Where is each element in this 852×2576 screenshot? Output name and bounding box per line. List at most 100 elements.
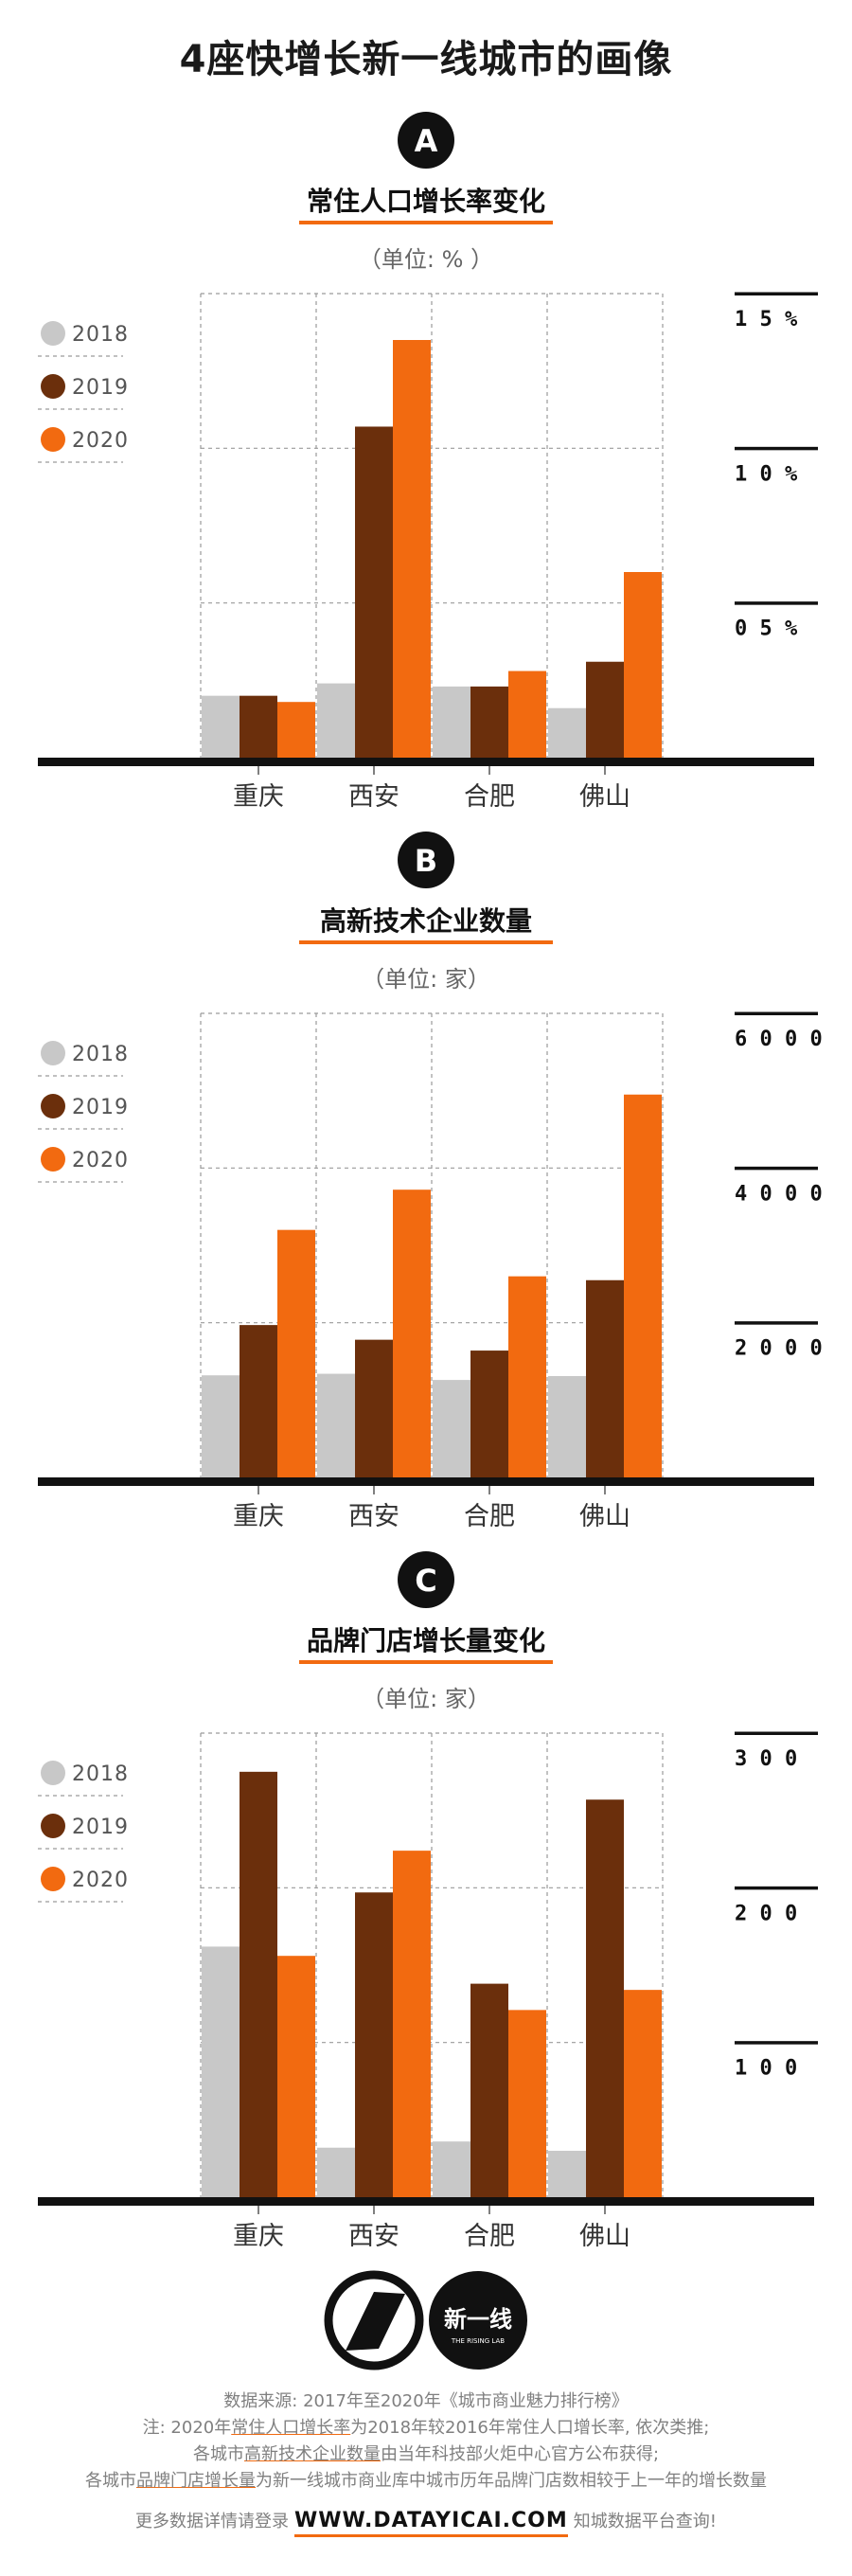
tick-bar bbox=[735, 1321, 818, 1325]
bar-2020 bbox=[508, 671, 546, 758]
bar-2020 bbox=[624, 1094, 662, 1477]
bar-2019 bbox=[586, 1279, 624, 1477]
logos-svg: 新一线 THE RISING LAB bbox=[324, 2270, 527, 2370]
bar-2018 bbox=[433, 2141, 470, 2197]
tick-bar bbox=[735, 1731, 818, 1735]
section-badge-letter: C bbox=[415, 1563, 436, 1599]
title-underline bbox=[299, 221, 553, 224]
tick-bar bbox=[735, 292, 818, 295]
bar-2020 bbox=[393, 1851, 431, 2197]
legend-swatch bbox=[41, 1867, 65, 1891]
tick-bar bbox=[735, 601, 818, 605]
category-label: 佛山 bbox=[579, 2222, 630, 2251]
tick-bar bbox=[735, 1166, 818, 1171]
bar-2019 bbox=[355, 1892, 393, 2197]
note-term: 高新技术企业数量 bbox=[243, 2444, 381, 2464]
bar-2019 bbox=[586, 661, 624, 758]
bar-2018 bbox=[202, 1946, 240, 2197]
bar-2020 bbox=[624, 1990, 662, 2197]
title-underline bbox=[299, 940, 553, 944]
category-label: 西安 bbox=[348, 2222, 399, 2251]
section-badge-letter: A bbox=[415, 123, 438, 159]
chart-title: 高新技术企业数量 bbox=[320, 905, 532, 937]
legend-swatch bbox=[41, 374, 65, 399]
category-label: 合肥 bbox=[464, 1502, 515, 1531]
tick-label: 4 0 0 0 bbox=[735, 1182, 823, 1206]
page-title: 4座快增长新一线城市的画像 bbox=[179, 38, 673, 81]
bar-2018 bbox=[317, 683, 355, 758]
bar-2018 bbox=[433, 686, 470, 758]
bar-2019 bbox=[240, 1771, 277, 2197]
tick-label: 2 0 0 0 bbox=[735, 1337, 823, 1361]
category-label: 重庆 bbox=[233, 2222, 284, 2251]
bar-2018 bbox=[433, 1380, 470, 1477]
note-text: 为2018年较2016年常住人口增长率, 依次类推; bbox=[350, 2418, 710, 2438]
bar-2019 bbox=[355, 426, 393, 758]
category-label: 西安 bbox=[348, 782, 399, 812]
tick-label: 0 5 % bbox=[735, 617, 798, 641]
legend-label: 2019 bbox=[72, 1096, 129, 1119]
website-link[interactable]: WWW.DATAYICAI.COM bbox=[294, 2509, 568, 2537]
legend-label: 2020 bbox=[72, 1869, 129, 1892]
legend-label: 2018 bbox=[72, 1043, 129, 1066]
legend-label: 2018 bbox=[72, 1762, 129, 1786]
tick-bar bbox=[735, 2041, 818, 2045]
footer-source: 数据来源: 2017年至2020年《城市商业魅力排行榜》 bbox=[223, 2391, 629, 2411]
bar-2018 bbox=[548, 1376, 586, 1477]
legend-swatch bbox=[41, 427, 65, 452]
note-text: 各城市 bbox=[192, 2444, 244, 2464]
cta-text: 更多数据详情请登录 bbox=[135, 2512, 290, 2531]
bar-2018 bbox=[317, 1373, 355, 1477]
note-text: 由当年科技部火炬中心官方公布获得; bbox=[380, 2444, 660, 2464]
legend-label: 2020 bbox=[72, 429, 129, 453]
legend-label: 2018 bbox=[72, 323, 129, 347]
bar-2020 bbox=[508, 2010, 546, 2197]
chart-title: 品牌门店增长量变化 bbox=[307, 1625, 545, 1656]
legend-label: 2020 bbox=[72, 1149, 129, 1172]
legend-swatch bbox=[41, 1041, 65, 1065]
category-label: 合肥 bbox=[464, 2222, 515, 2251]
tick-bar bbox=[735, 1011, 818, 1015]
bar-2018 bbox=[548, 2151, 586, 2197]
category-label: 佛山 bbox=[579, 782, 630, 812]
note-text: 各城市 bbox=[85, 2471, 136, 2491]
bar-2020 bbox=[393, 340, 431, 758]
category-label: 佛山 bbox=[579, 1502, 630, 1531]
note-term: 品牌门店增长量 bbox=[136, 2471, 256, 2491]
bar-2020 bbox=[277, 1956, 315, 2197]
brand-subtext: THE RISING LAB bbox=[451, 2337, 505, 2345]
tick-bar bbox=[735, 1886, 818, 1890]
footer-note-3: 各城市品牌门店增长量为新一线城市商业库中城市历年品牌门店数相较于上一年的增长数量 bbox=[0, 2468, 852, 2495]
chart-brand-store-growth: C 品牌门店增长量变化 （单位: 家） 2018 2019 2020 1 0 0 2 0 0 3… bbox=[38, 1551, 818, 2251]
brand-text: 新一线 bbox=[444, 2306, 512, 2333]
bar-2019 bbox=[240, 1325, 277, 1477]
legend-swatch bbox=[41, 321, 65, 346]
bar-2020 bbox=[277, 1229, 315, 1477]
bar-2019 bbox=[470, 1351, 508, 1477]
footer-cta: 更多数据详情请登录 WWW.DATAYICAI.COM 知城数据平台查询! bbox=[0, 2508, 852, 2537]
legend-swatch bbox=[41, 1761, 65, 1785]
chart-subtitle: （单位: % ） bbox=[359, 246, 493, 273]
category-label: 重庆 bbox=[233, 1502, 284, 1531]
x-axis-baseline bbox=[38, 2197, 814, 2206]
logo-area: 新一线 THE RISING LAB bbox=[0, 2265, 852, 2379]
section-badge bbox=[398, 112, 454, 169]
tick-label: 6 0 0 0 bbox=[735, 1028, 823, 1051]
category-label: 合肥 bbox=[464, 782, 515, 812]
category-label: 西安 bbox=[348, 1502, 399, 1531]
bar-2018 bbox=[202, 1375, 240, 1477]
data-platform-logo bbox=[324, 2270, 424, 2370]
chart-hightech-enterprises: B 高新技术企业数量 （单位: 家） 2018 2019 2020 2 0 0 0 4 0 0… bbox=[38, 832, 823, 1531]
legend-swatch bbox=[41, 1814, 65, 1838]
cta-text: 知城数据平台查询! bbox=[573, 2512, 717, 2531]
bar-2018 bbox=[202, 695, 240, 758]
bar-2020 bbox=[277, 702, 315, 758]
bar-2019 bbox=[470, 1983, 508, 2197]
bar-2020 bbox=[393, 1190, 431, 1477]
note-text: 注: 2020年 bbox=[142, 2418, 232, 2438]
section-badge bbox=[398, 832, 454, 888]
chart-subtitle: （单位: 家） bbox=[362, 1686, 490, 1712]
tick-label: 1 0 % bbox=[735, 462, 798, 486]
legend-swatch bbox=[41, 1094, 65, 1118]
legend-label: 2019 bbox=[72, 1816, 129, 1839]
